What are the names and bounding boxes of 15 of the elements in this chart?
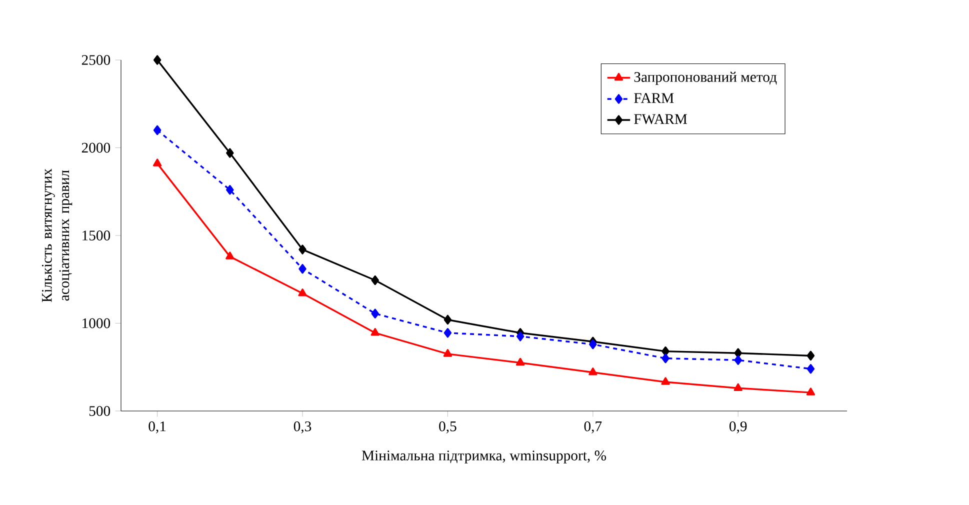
y-axis-title: Кількість витягнутих асоціативних правил (42, 168, 72, 302)
x-tick-label: 0,3 (294, 421, 312, 434)
y-tick-label: 2500 (82, 55, 110, 65)
x-tick-label: 0,1 (148, 421, 166, 434)
legend-label: Запропонований метод (634, 72, 777, 85)
legend-label: FWARM (634, 114, 688, 124)
y-tick-label: 2000 (82, 142, 110, 153)
x-tick-label: 0,7 (584, 421, 602, 434)
y-tick-label: 1500 (82, 230, 110, 240)
legend-label: FARM (634, 93, 674, 103)
x-axis-title: Мінімальна підтримка, wminsupport, % (362, 450, 606, 464)
x-tick-label: 0,5 (439, 421, 456, 434)
y-tick-label: 1000 (82, 318, 110, 328)
x-tick-label: 0,9 (730, 421, 747, 434)
y-tick-label: 500 (89, 406, 110, 416)
